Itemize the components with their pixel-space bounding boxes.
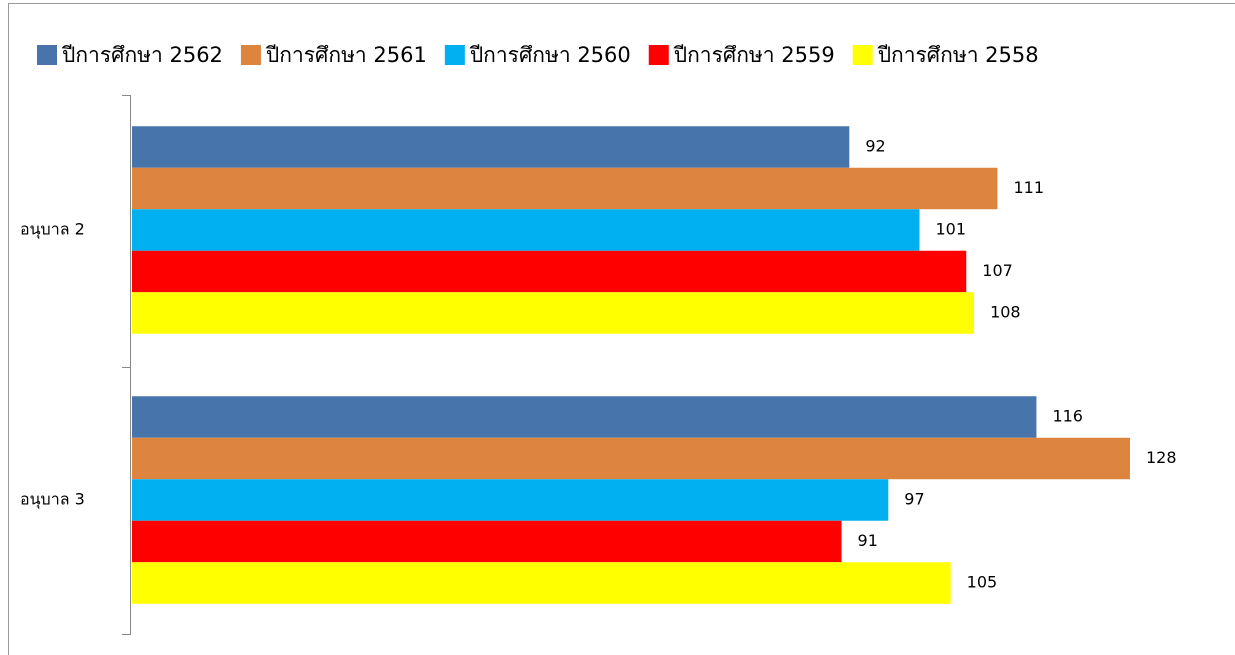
y-tick-label: อนุบาล 3 xyxy=(20,490,85,510)
legend-label: ปีการศึกษา 2559 xyxy=(673,43,835,67)
data-label: 97 xyxy=(904,490,924,509)
legend-swatch xyxy=(852,45,873,65)
legend-label: ปีการศึกษา 2558 xyxy=(877,43,1039,67)
data-label: 101 xyxy=(935,220,966,239)
bar xyxy=(132,167,998,210)
bar xyxy=(132,562,951,604)
legend-swatch xyxy=(240,45,261,65)
data-label: 92 xyxy=(865,137,885,156)
data-label: 91 xyxy=(858,531,878,550)
legend-label: ปีการศึกษา 2562 xyxy=(61,43,223,67)
bar xyxy=(132,396,1037,438)
bar xyxy=(132,479,889,521)
legend-label: ปีการศึกษา 2560 xyxy=(469,43,631,67)
y-tick-label: อนุบาล 2 xyxy=(20,220,85,240)
data-label: 128 xyxy=(1146,448,1177,467)
bar xyxy=(132,437,1130,480)
bar xyxy=(132,209,920,251)
data-label: 116 xyxy=(1052,407,1083,426)
bar xyxy=(132,126,850,168)
data-label: 105 xyxy=(967,573,998,592)
bar xyxy=(132,250,967,293)
chart-frame xyxy=(8,3,1235,655)
legend-swatch xyxy=(444,45,465,65)
legend-label: ปีการศึกษา 2561 xyxy=(265,43,427,67)
data-label: 108 xyxy=(990,303,1021,322)
bar xyxy=(132,292,975,334)
legend-swatch xyxy=(37,45,57,65)
data-label: 111 xyxy=(1013,178,1044,197)
bar xyxy=(132,520,842,563)
data-label: 107 xyxy=(982,261,1013,280)
legend-swatch xyxy=(648,45,669,65)
